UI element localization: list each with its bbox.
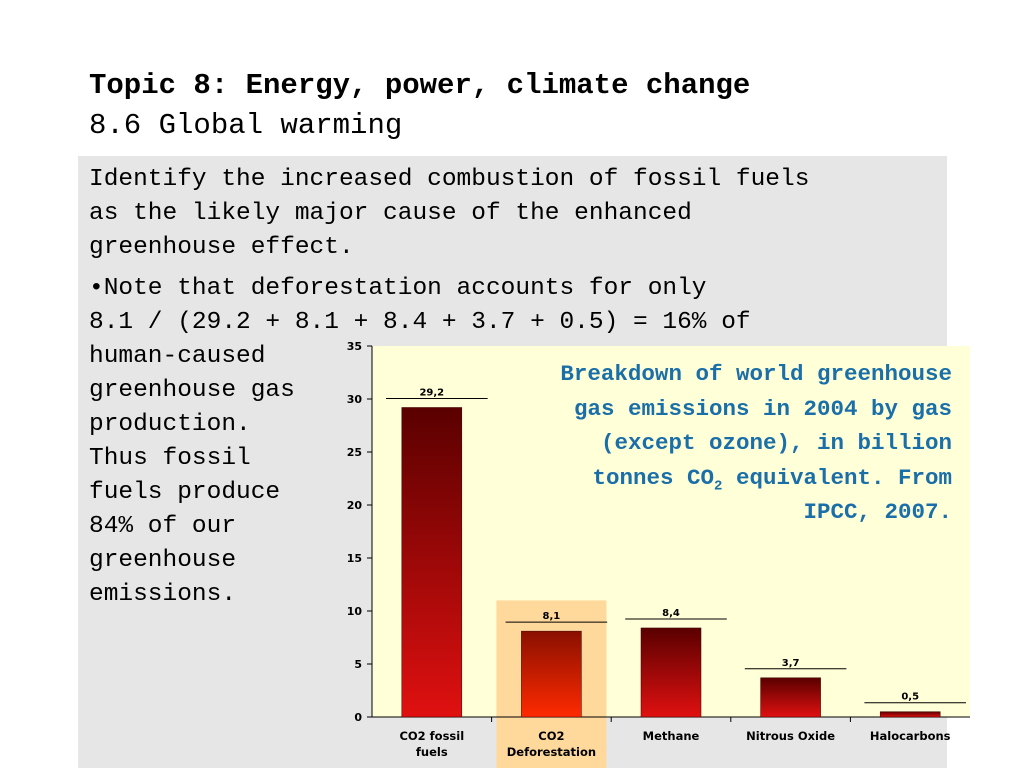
- bar: [760, 677, 821, 718]
- note-line: •Note that deforestation accounts for on…: [89, 275, 707, 302]
- y-tick-label: 15: [347, 552, 362, 565]
- caption-text: Breakdown of world greenhouse gas emissi…: [560, 361, 952, 491]
- chart-caption: Breakdown of world greenhouse gas emissi…: [560, 357, 952, 530]
- y-tick-label: 30: [347, 393, 363, 406]
- objective-line: Identify the increased combustion of fos…: [89, 166, 810, 193]
- slide-subtitle: 8.6 Global warming: [89, 109, 403, 142]
- slide-title: Topic 8: Energy, power, climate change: [89, 69, 751, 102]
- objective-paragraph: Identify the increased combustion of fos…: [89, 163, 809, 265]
- category-label: Methane: [643, 729, 700, 743]
- note-line: greenhouse gas: [89, 377, 295, 404]
- y-tick-label: 0: [354, 711, 362, 724]
- category-label: Halocarbons: [870, 729, 951, 743]
- data-label: 0,5: [901, 692, 919, 703]
- data-label: 3,7: [782, 658, 800, 669]
- note-continuation: human-caused greenhouse gas production. …: [89, 340, 295, 612]
- category-label: CO2 fossil: [399, 729, 464, 743]
- note-line: emissions.: [89, 581, 237, 608]
- note-line: fuels produce: [89, 479, 281, 506]
- note-line: 84% of our: [89, 513, 237, 540]
- bar: [640, 627, 702, 718]
- data-label: 8,4: [662, 608, 680, 619]
- category-label: fuels: [416, 745, 448, 759]
- y-tick-label: 35: [347, 340, 362, 353]
- caption-text-end: equivalent. From IPCC, 2007.: [722, 464, 952, 526]
- note-line: greenhouse: [89, 547, 237, 574]
- y-tick-label: 5: [354, 658, 362, 671]
- emissions-bar-chart: 0 5 10 15 20 25 30 35 29,2 CO2 fossil fuels 8,1 CO2 D…: [347, 340, 970, 768]
- title-block: Topic 8: Energy, power, climate change 8…: [89, 66, 750, 146]
- data-label: 8,1: [543, 611, 561, 622]
- category-label: CO2: [538, 729, 564, 743]
- note-line: 8.1 / (29.2 + 8.1 + 8.4 + 3.7 + 0.5) = 1…: [89, 309, 751, 336]
- bar: [401, 407, 463, 718]
- data-label: 29,2: [419, 387, 444, 398]
- bar: [521, 630, 582, 718]
- y-tick-label: 25: [347, 446, 362, 459]
- y-tick-label: 10: [347, 605, 363, 618]
- category-label: Deforestation: [507, 745, 596, 759]
- note-line: Thus fossil: [89, 445, 251, 472]
- note-line: production.: [89, 411, 251, 438]
- caption-subscript: 2: [714, 478, 723, 494]
- y-tick-label: 20: [347, 499, 363, 512]
- bar: [879, 711, 941, 718]
- note-line: human-caused: [89, 343, 266, 370]
- category-label: Nitrous Oxide: [746, 729, 835, 743]
- objective-line: greenhouse effect.: [89, 234, 354, 261]
- objective-line: as the likely major cause of the enhance…: [89, 200, 692, 227]
